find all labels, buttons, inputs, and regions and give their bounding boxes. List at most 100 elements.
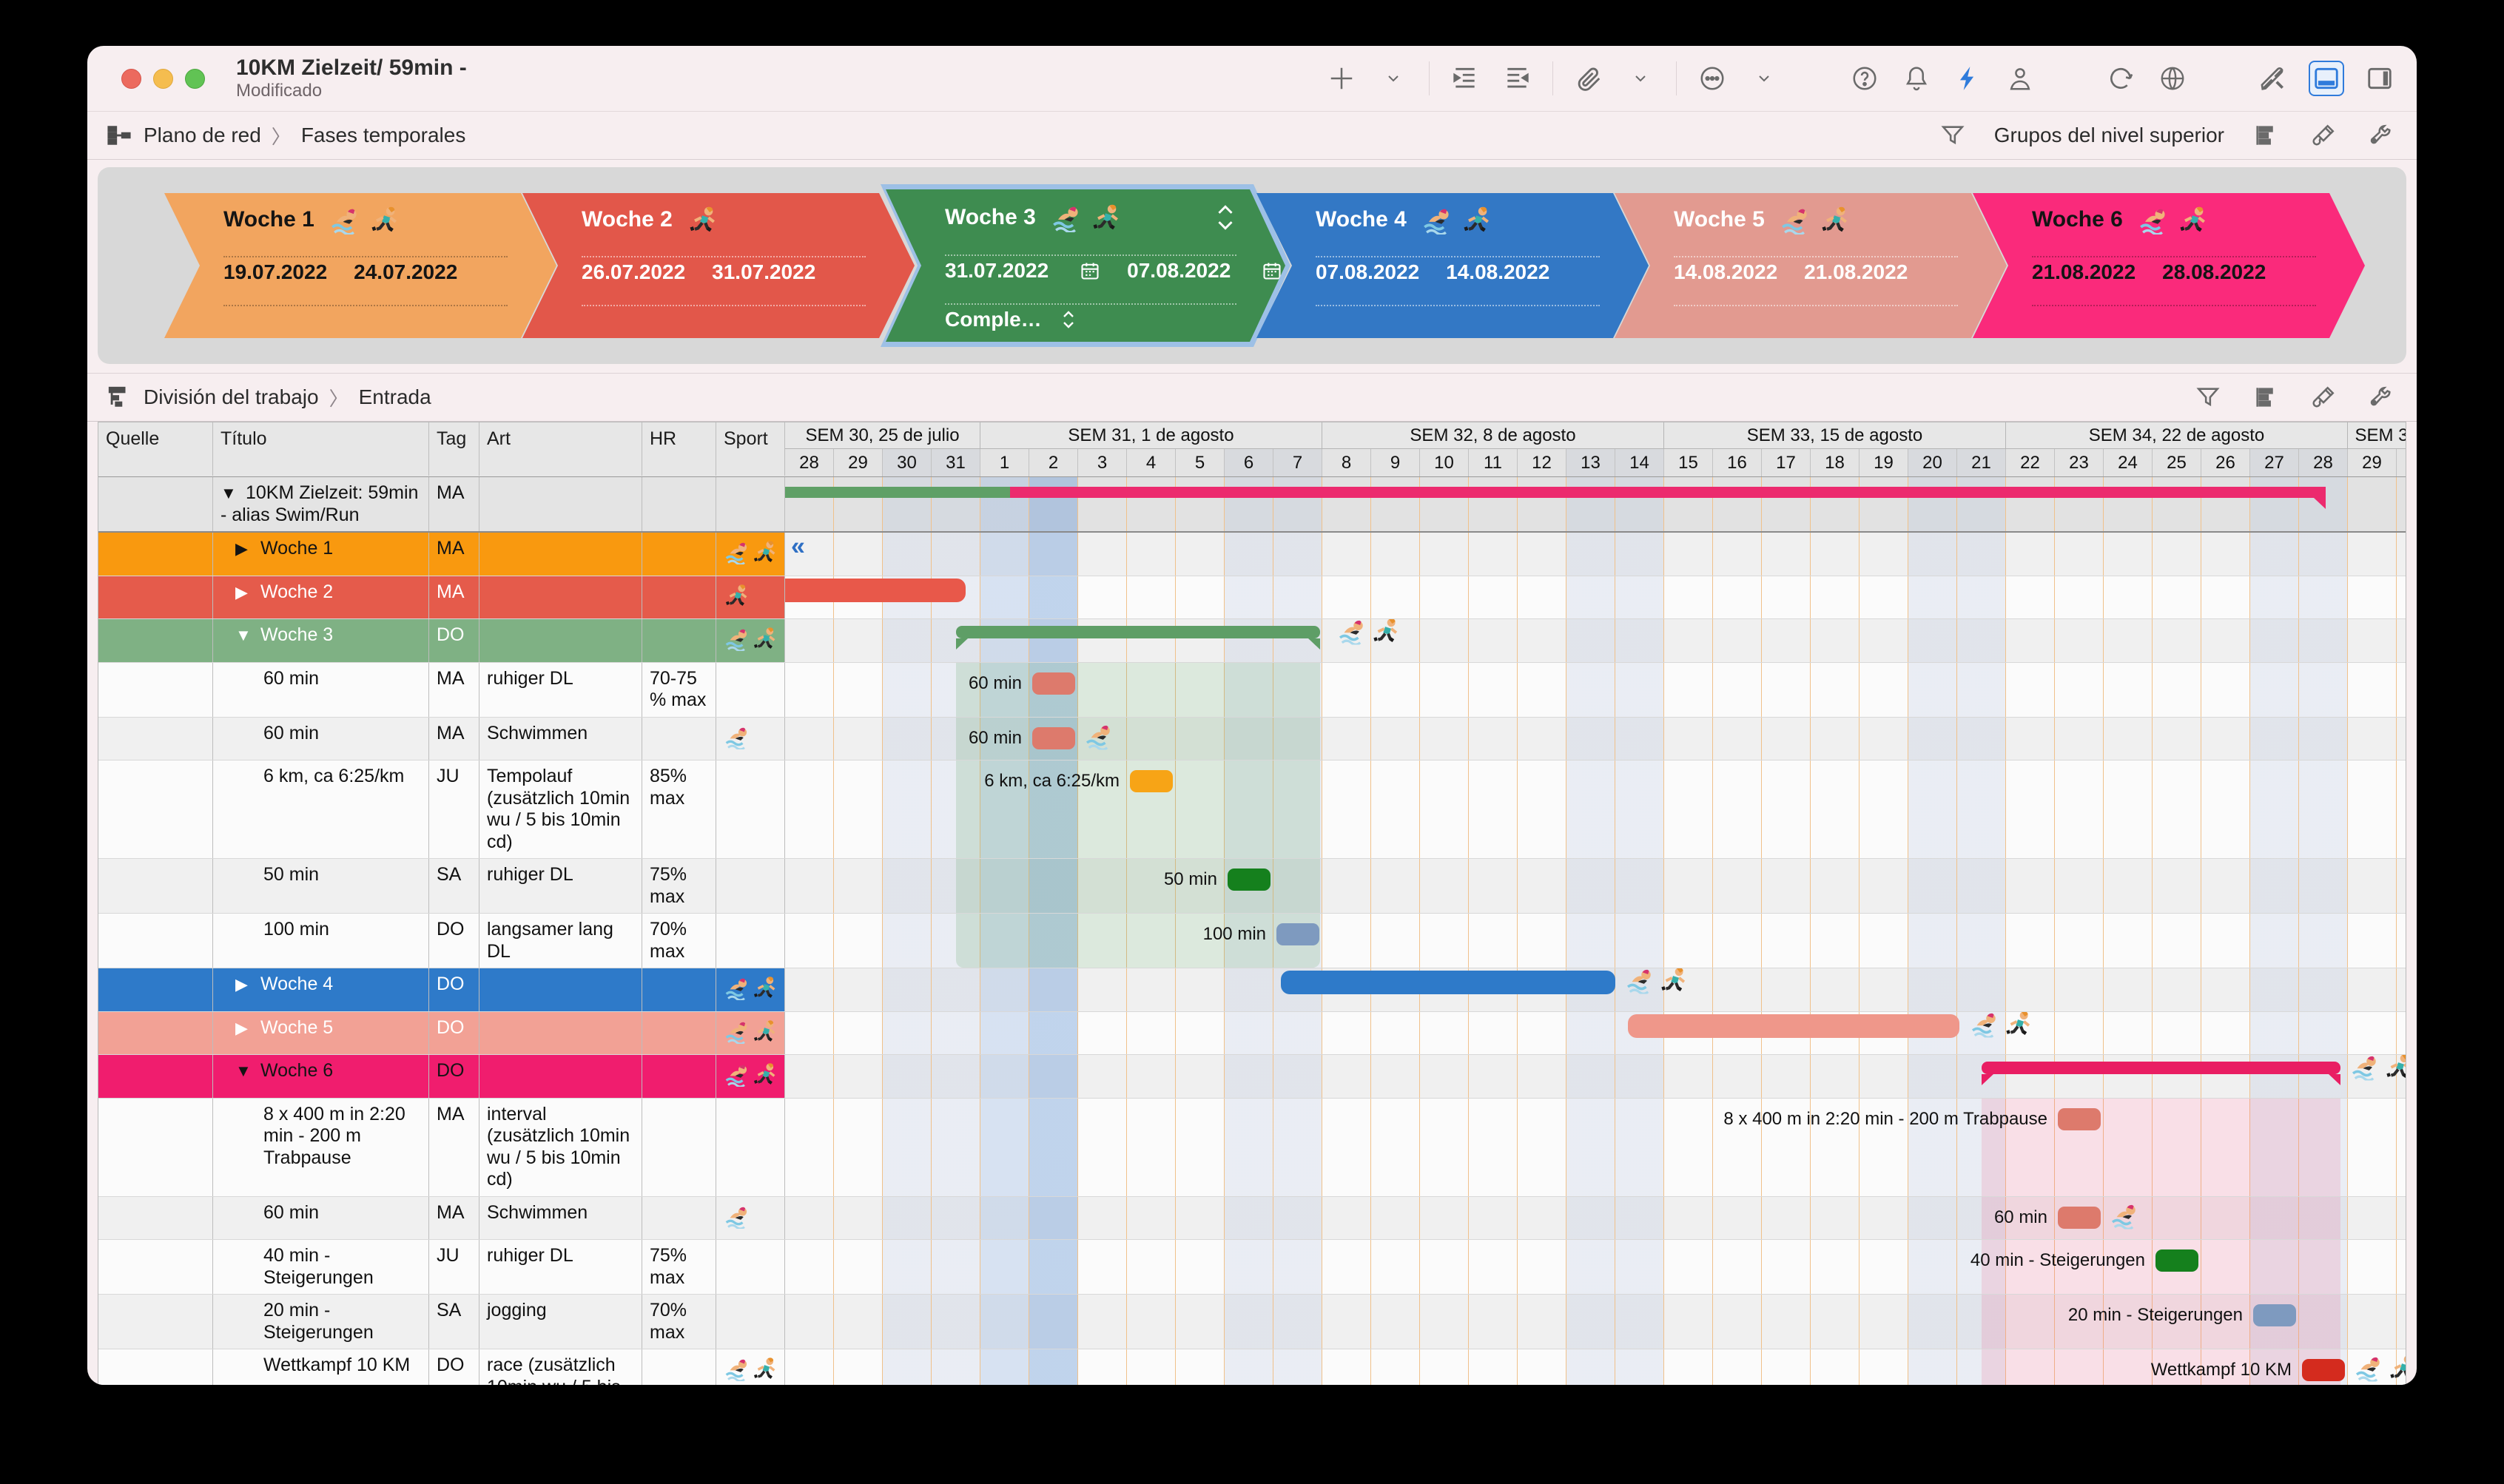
cell-titulo[interactable]: 20 min - Steigerungen [213,1295,429,1349]
tools-icon[interactable] [2257,62,2289,95]
task-bar[interactable] [2155,1249,2198,1272]
cell-quelle[interactable] [98,968,213,1011]
globe-icon[interactable] [2156,62,2189,95]
close-window-button[interactable] [121,68,141,89]
week-header[interactable]: SEM 35, 2 [2348,422,2406,448]
gantt-lane[interactable] [785,619,2406,662]
expand-collapse-stepper[interactable] [1214,201,1236,234]
day-header[interactable]: 19 [1860,449,1908,476]
cell-hr[interactable] [642,533,716,576]
cell-titulo[interactable]: 60 min [213,1196,429,1239]
cell-tag[interactable]: DO [429,1349,479,1385]
cell-titulo[interactable]: Wettkampf 10 KM [213,1349,429,1385]
cell-hr[interactable]: 75% max [642,859,716,913]
task-bar[interactable] [1228,869,1270,891]
day-header[interactable]: 16 [1713,449,1762,476]
style-list-icon[interactable] [2249,119,2282,152]
gantt-lane[interactable] [785,1055,2406,1098]
gantt-lane[interactable]: 60 min [785,662,2406,717]
cell-art[interactable]: langsamer lang DL [479,914,642,968]
gantt-lane[interactable]: 60 min [785,1196,2406,1239]
cell-tag[interactable]: MA [429,717,479,760]
disclosure-closed[interactable]: ▶ [235,975,248,994]
cell-tag[interactable]: DO [429,1055,479,1098]
table-row[interactable]: ▶ Woche 4 DO [98,968,2406,1012]
cell-tag[interactable]: DO [429,968,479,1011]
cell-hr[interactable] [642,1055,716,1098]
column-header-hr[interactable]: HR [642,422,716,476]
day-header[interactable]: 25 [2153,449,2201,476]
cell-hr[interactable]: 70-75 % max [642,662,716,717]
cell-quelle[interactable] [98,914,213,968]
day-header[interactable]: 6 [1225,449,1273,476]
table-row[interactable]: 50 min SA ruhiger DL 75% max 50 min [98,859,2406,914]
task-bar[interactable] [2253,1304,2296,1326]
cell-sport[interactable] [716,1240,785,1294]
cell-art[interactable] [479,1011,642,1054]
table-row[interactable]: 100 min DO langsamer lang DL 70% max 100 min [98,914,2406,968]
day-header[interactable]: 18 [1811,449,1860,476]
chevron-down-icon[interactable] [1748,62,1780,95]
cell-sport[interactable] [716,859,785,913]
cell-hr[interactable] [642,1098,716,1196]
cell-art[interactable]: ruhiger DL [479,859,642,913]
week-header[interactable]: SEM 31, 1 de agosto [980,422,1322,448]
cell-quelle[interactable] [98,760,213,858]
table-row[interactable]: ▶ Woche 1 MA « [98,533,2406,576]
cell-tag[interactable]: DO [429,619,479,662]
cell-hr[interactable]: 70% max [642,914,716,968]
task-bar[interactable] [1130,770,1173,792]
cell-quelle[interactable] [98,662,213,717]
cell-titulo[interactable]: 50 min [213,859,429,913]
cell-sport[interactable] [716,619,785,662]
cell-art[interactable] [479,477,642,531]
cell-tag[interactable]: MA [429,533,479,576]
day-header[interactable]: 9 [1371,449,1420,476]
gantt-lane[interactable]: 60 min [785,717,2406,760]
cell-sport[interactable] [716,914,785,968]
phase-chevron-2[interactable]: Woche 2 26.07.2022 31.07.2022 [522,193,915,338]
cell-quelle[interactable] [98,717,213,760]
table-row[interactable]: ▶ Woche 2 MA [98,576,2406,619]
column-header-sport[interactable]: Sport [716,422,785,476]
cell-quelle[interactable] [98,859,213,913]
week-header[interactable]: SEM 30, 25 de julio [785,422,980,448]
filter-icon[interactable] [1936,119,1969,152]
task-bar[interactable] [1276,923,1319,945]
day-header[interactable]: 12 [1518,449,1566,476]
chevron-down-icon[interactable] [1624,62,1657,95]
cell-hr[interactable] [642,477,716,531]
cell-sport[interactable] [716,1011,785,1054]
table-row[interactable]: 6 km, ca 6:25/km JU Tempolauf (zusätzlich … [98,760,2406,859]
cell-quelle[interactable] [98,576,213,618]
cell-sport[interactable] [716,1098,785,1196]
cell-sport[interactable] [716,662,785,717]
cell-quelle[interactable] [98,1196,213,1239]
breadcrumb-phases[interactable]: Fases temporales [300,124,466,146]
bolt-icon[interactable] [1952,62,1985,95]
cell-titulo[interactable]: 8 x 400 m in 2:20 min - 200 m Trabpause [213,1098,429,1196]
day-header[interactable]: 28 [2299,449,2348,476]
disclosure-open[interactable]: ▼ [235,1062,252,1080]
cell-sport[interactable] [716,1349,785,1385]
cell-titulo[interactable]: ▼ Woche 3 [213,619,429,662]
week-header[interactable]: SEM 32, 8 de agosto [1322,422,1664,448]
gantt-lane[interactable]: 6 km, ca 6:25/km [785,760,2406,858]
table-row[interactable]: 60 min MA Schwimmen 60 min [98,1196,2406,1240]
day-header[interactable]: 30 [2397,449,2406,476]
cell-hr[interactable]: 85% max [642,760,716,858]
cell-tag[interactable]: SA [429,859,479,913]
task-bar[interactable] [2302,1359,2345,1381]
cell-art[interactable] [479,1055,642,1098]
table-row[interactable]: 60 min MA Schwimmen 60 min [98,717,2406,760]
day-header[interactable]: 2 [1029,449,1078,476]
gantt-lane[interactable] [785,1011,2406,1054]
cell-art[interactable] [479,619,642,662]
cell-sport[interactable] [716,576,785,618]
day-header[interactable]: 8 [1322,449,1371,476]
gantt-lane[interactable]: 40 min - Steigerungen [785,1240,2406,1294]
day-header[interactable]: 26 [2201,449,2250,476]
cell-hr[interactable] [642,1011,716,1054]
view-bottom-icon[interactable] [2309,61,2344,96]
zoom-window-button[interactable] [185,68,205,89]
